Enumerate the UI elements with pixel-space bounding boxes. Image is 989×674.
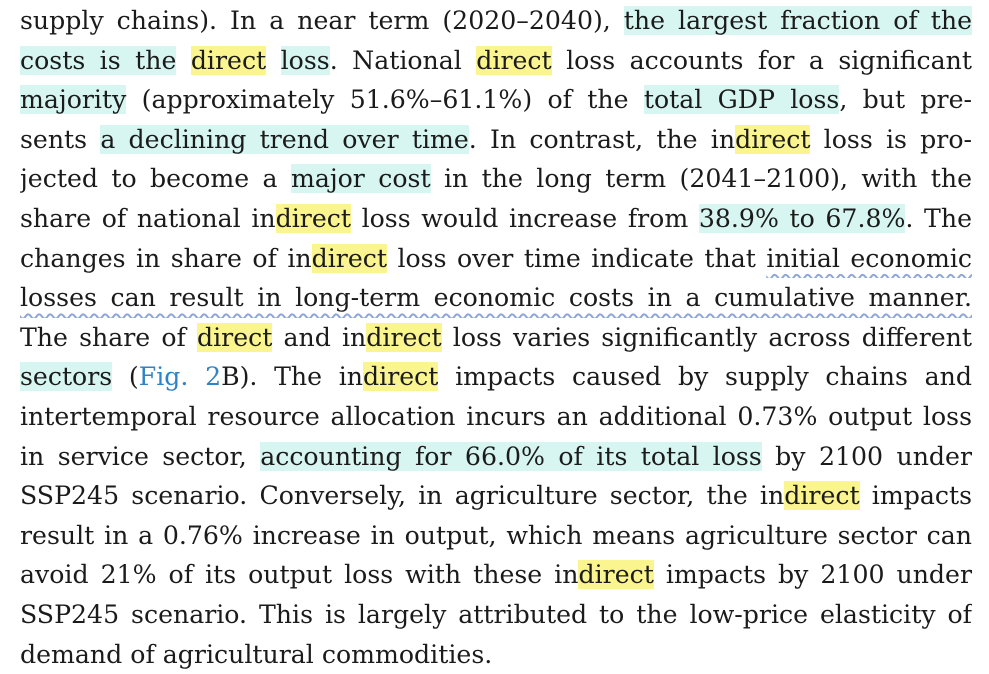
text-run: demand of agricultural commodities. [20, 640, 492, 669]
highlight-cyan: majority [20, 85, 126, 114]
text-line: SSP245 scenario. Conversely, in agricult… [20, 476, 972, 516]
text-run: changes in share of in [20, 244, 312, 273]
text-run: in service sector, [20, 442, 260, 471]
text-run: , but pre- [839, 85, 972, 114]
figure-link[interactable]: Fig. 2 [139, 362, 221, 391]
highlight-cyan: the largest fraction of the [624, 6, 972, 35]
text-run: sents [20, 125, 100, 154]
text-line: costs is the direct loss. National direc… [20, 41, 972, 81]
highlight-cyan: total GDP loss [644, 85, 839, 114]
text-line: sents a declining trend over time. In co… [20, 120, 972, 160]
squiggle-underline-text: losses can result in long-term economic … [20, 283, 972, 312]
text-line: jected to become a major cost in the lon… [20, 159, 972, 199]
highlight-cyan: a declining trend over time [100, 125, 468, 154]
text-run: jected to become a [20, 164, 291, 193]
text-run: loss is pro- [810, 125, 972, 154]
highlight-cyan: loss [281, 46, 330, 75]
highlight-yellow: direct [784, 481, 859, 510]
highlight-cyan: major cost [291, 164, 431, 193]
text-line: avoid 21% of its output loss with these … [20, 555, 972, 595]
text-line: majority (approximately 51.6%–61.1%) of … [20, 80, 972, 120]
text-run: intertemporal resource allocation incurs… [20, 402, 972, 431]
text-line: losses can result in long-term economic … [20, 278, 972, 318]
text-line: share of national indirect loss would in… [20, 199, 972, 239]
text-run: The share of [20, 323, 197, 352]
text-run: B). The in [221, 362, 363, 391]
text-run: impacts by 2100 under [654, 560, 972, 589]
text-line: demand of agricultural commodities. [20, 635, 972, 674]
text-run: impacts caused by supply chains and [438, 362, 972, 391]
highlight-yellow: direct [197, 323, 272, 352]
body-paragraph: supply chains). In a near term (2020–204… [20, 1, 972, 674]
text-run: SSP245 scenario. Conversely, in agricult… [20, 481, 784, 510]
highlight-yellow: direct [191, 46, 266, 75]
text-run: and in [272, 323, 366, 352]
text-line: SSP245 scenario. This is largely attribu… [20, 595, 972, 635]
text-run: loss would increase from [351, 204, 699, 233]
text-run: by 2100 under [762, 442, 972, 471]
text-line: result in a 0.76% increase in output, wh… [20, 516, 972, 556]
text-run: result in a 0.76% increase in output, wh… [20, 521, 972, 550]
text-run: . In contrast, the in [469, 125, 735, 154]
text-run: loss over time indicate that [387, 244, 766, 273]
text-run: supply chains). In a near term (2020–204… [20, 6, 624, 35]
text-run: in the long term (2041–2100), with the [431, 164, 972, 193]
highlight-cyan: accounting for 66.0% of its total loss [260, 442, 762, 471]
text-run: SSP245 scenario. This is largely attribu… [20, 600, 972, 629]
highlight-cyan: sectors [20, 362, 112, 391]
highlight-yellow: direct [276, 204, 351, 233]
text-run: . National [330, 46, 477, 75]
highlight-yellow: direct [312, 244, 387, 273]
text-run: impacts [860, 481, 972, 510]
text-run: (approximately 51.6%–61.1%) of the [126, 85, 644, 114]
text-run [176, 46, 190, 75]
highlight-yellow: direct [366, 323, 441, 352]
highlight-yellow: direct [363, 362, 438, 391]
text-line: sectors (Fig. 2B). The indirect impacts … [20, 357, 972, 397]
highlight-yellow: direct [578, 560, 653, 589]
highlight-yellow: direct [476, 46, 551, 75]
document-page: supply chains). In a near term (2020–204… [20, 0, 972, 674]
text-line: intertemporal resource allocation incurs… [20, 397, 972, 437]
highlight-yellow: direct [735, 125, 810, 154]
text-line: supply chains). In a near term (2020–204… [20, 1, 972, 41]
text-line: The share of direct and indirect loss va… [20, 318, 972, 358]
text-run: ( [112, 362, 139, 391]
text-run: . The [905, 204, 972, 233]
squiggle-underline-text: initial economic [766, 244, 972, 273]
text-line: in service sector, accounting for 66.0% … [20, 437, 972, 477]
text-line: changes in share of indirect loss over t… [20, 239, 972, 279]
text-run: loss accounts for a significant [552, 46, 972, 75]
text-run: loss varies significantly across differe… [442, 323, 972, 352]
highlight-cyan: 38.9% to 67.8% [699, 204, 906, 233]
text-run: share of national in [20, 204, 276, 233]
text-run [266, 46, 280, 75]
highlight-cyan: costs is the [20, 46, 176, 75]
text-run: avoid 21% of its output loss with these … [20, 560, 578, 589]
